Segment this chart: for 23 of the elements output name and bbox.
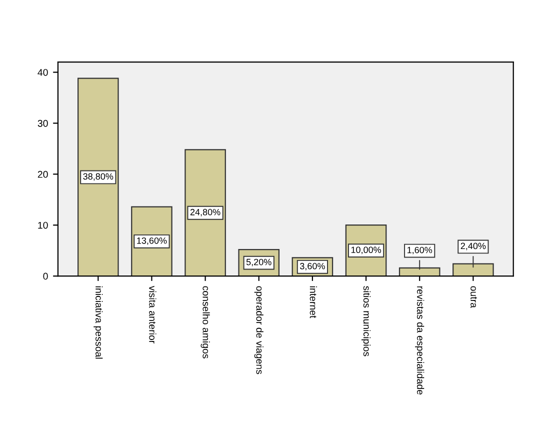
y-tick-label: 30 — [38, 120, 48, 127]
x-tick-label: revistas da especialidade — [415, 286, 424, 395]
x-tick-label: operador de viagens — [254, 286, 264, 374]
y-tick-label: 40 — [38, 68, 48, 76]
y-tick-label: 20 — [38, 170, 48, 178]
data-label: 1,60% — [407, 246, 432, 254]
x-tick-label: sitios municipios — [361, 286, 371, 356]
bar — [184, 149, 226, 276]
data-label: 2,40% — [460, 242, 486, 250]
data-label: 5,20% — [246, 258, 272, 266]
x-tick-label: iniciativa pessoal — [94, 286, 103, 359]
data-label: 10,00% — [351, 246, 382, 254]
data-label: 3,60% — [300, 262, 325, 270]
x-tick-label: visita anterior — [149, 286, 156, 344]
y-tick-label: 0 — [43, 272, 48, 280]
bar — [77, 78, 119, 276]
data-label: 38,80% — [83, 173, 114, 181]
y-tick-label: 10 — [38, 222, 48, 229]
x-tick-label: internet — [310, 286, 317, 318]
x-tick-label: outra — [470, 286, 477, 308]
x-tick-label: conselho amigos — [200, 286, 210, 358]
data-label: 24,80% — [190, 208, 220, 216]
data-label: 13,60% — [137, 237, 167, 245]
